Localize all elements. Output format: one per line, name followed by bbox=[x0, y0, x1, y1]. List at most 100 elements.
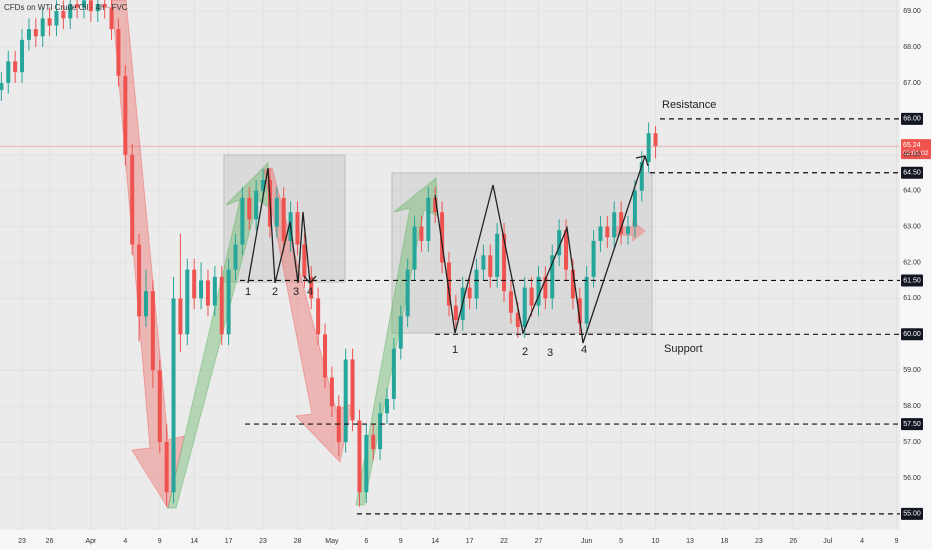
x-tick-label: 17 bbox=[466, 538, 474, 545]
y-tick-label: 63.00 bbox=[903, 223, 921, 230]
candle-body bbox=[150, 291, 155, 371]
y-tick-label: 61.00 bbox=[903, 295, 921, 302]
x-tick-label: Jul bbox=[823, 538, 832, 545]
candle-body bbox=[261, 179, 266, 191]
wave-label: 4 bbox=[581, 344, 587, 356]
level-tag bbox=[901, 166, 923, 179]
y-tick-label: 62.00 bbox=[903, 259, 921, 266]
candle-body bbox=[302, 244, 307, 277]
candle-body bbox=[591, 240, 596, 277]
candle-body bbox=[412, 226, 417, 270]
wave-label: 1 bbox=[245, 286, 251, 298]
candle-body bbox=[123, 75, 128, 155]
candle-body bbox=[20, 39, 25, 73]
y-tick-label: 56.00 bbox=[903, 475, 921, 482]
candle-body bbox=[508, 291, 513, 313]
y-tick-label: 69.00 bbox=[903, 8, 921, 15]
x-tick-label: Jun bbox=[581, 538, 592, 545]
candle-body bbox=[281, 197, 286, 241]
x-tick-label: 28 bbox=[294, 538, 302, 545]
candle-body bbox=[68, 3, 73, 19]
candle-body bbox=[653, 133, 658, 147]
y-tick-label: 64.00 bbox=[903, 188, 921, 195]
candle-body bbox=[205, 280, 210, 306]
candle-body bbox=[185, 269, 190, 335]
x-tick-label: 17 bbox=[225, 538, 233, 545]
candle-body bbox=[157, 370, 162, 443]
level-tag bbox=[901, 507, 923, 520]
x-tick-label: 18 bbox=[721, 538, 729, 545]
candle-body bbox=[192, 269, 197, 299]
wave-label: 3 bbox=[293, 286, 299, 298]
candle-body bbox=[254, 190, 259, 220]
candle-body bbox=[419, 226, 424, 241]
candle-body bbox=[323, 334, 328, 378]
wave-label: 2 bbox=[522, 346, 528, 358]
x-tick-label: 13 bbox=[686, 538, 694, 545]
x-tick-label: 27 bbox=[535, 538, 543, 545]
x-tick-label: 9 bbox=[158, 538, 162, 545]
candle-body bbox=[343, 359, 348, 443]
candle-body bbox=[515, 312, 520, 328]
candle-body bbox=[598, 226, 603, 241]
wave-label: 3 bbox=[547, 347, 553, 359]
candle-body bbox=[378, 413, 383, 450]
candle-body bbox=[329, 377, 334, 407]
candle-body bbox=[405, 269, 410, 317]
candle-body bbox=[529, 287, 534, 306]
resistance-label: Resistance bbox=[662, 99, 716, 111]
candle-body bbox=[116, 29, 121, 76]
candles bbox=[0, 0, 658, 507]
candle-body bbox=[605, 226, 610, 238]
x-tick-label: 26 bbox=[46, 538, 54, 545]
countdown-label: 02:01:02 bbox=[903, 150, 929, 157]
candle-body bbox=[550, 255, 555, 299]
levels: 66.00 64.50 61.50 60.00 57.50 55.00 65.2402:01… bbox=[0, 112, 931, 520]
candle-body bbox=[398, 316, 403, 349]
x-tick-label: 9 bbox=[895, 538, 899, 545]
wave-label: 4 bbox=[307, 286, 313, 298]
arrowhead bbox=[635, 155, 649, 167]
candle-body bbox=[557, 230, 562, 256]
candle-body bbox=[474, 269, 479, 299]
wave-label: 2 bbox=[272, 286, 278, 298]
candle-body bbox=[564, 230, 569, 270]
chart-title: CFDs on WTI Crude Oil · 4h · FVC bbox=[4, 3, 128, 12]
level-tag-label: 57.50 bbox=[903, 421, 921, 428]
x-tick-label: 10 bbox=[652, 538, 660, 545]
candle-body bbox=[109, 7, 114, 30]
level-tag-label: 60.00 bbox=[903, 331, 921, 338]
candle-body bbox=[233, 244, 238, 270]
candle-body bbox=[164, 442, 169, 493]
candle-body bbox=[13, 61, 18, 73]
candle-body bbox=[75, 3, 80, 8]
y-tick-label: 68.00 bbox=[903, 44, 921, 51]
candle-body bbox=[446, 262, 451, 306]
candle-body bbox=[137, 244, 142, 317]
candle-body bbox=[40, 18, 45, 37]
candle-body bbox=[130, 154, 135, 245]
candle-body bbox=[143, 291, 148, 317]
level-tag bbox=[901, 274, 923, 287]
candle-body bbox=[33, 29, 38, 37]
candle-body bbox=[536, 276, 541, 306]
level-tag-label: 55.00 bbox=[903, 511, 921, 518]
level-tag-label: 61.50 bbox=[903, 277, 921, 284]
candle-body bbox=[61, 11, 66, 19]
zigzag bbox=[434, 155, 646, 344]
candle-body bbox=[646, 133, 651, 162]
green-arrow bbox=[355, 176, 439, 506]
candle-body bbox=[502, 233, 507, 292]
x-tick-label: 23 bbox=[18, 538, 26, 545]
wave-label: 1 bbox=[452, 344, 458, 356]
candle-body bbox=[0, 82, 4, 91]
candle-body bbox=[247, 197, 252, 220]
x-tick-label: 9 bbox=[399, 538, 403, 545]
level-tag-label: 66.00 bbox=[903, 116, 921, 123]
candle-body bbox=[626, 226, 631, 234]
level-tag bbox=[901, 328, 923, 341]
candle-body bbox=[274, 197, 279, 227]
y-tick-label: 59.00 bbox=[903, 367, 921, 374]
candle-body bbox=[364, 434, 369, 493]
